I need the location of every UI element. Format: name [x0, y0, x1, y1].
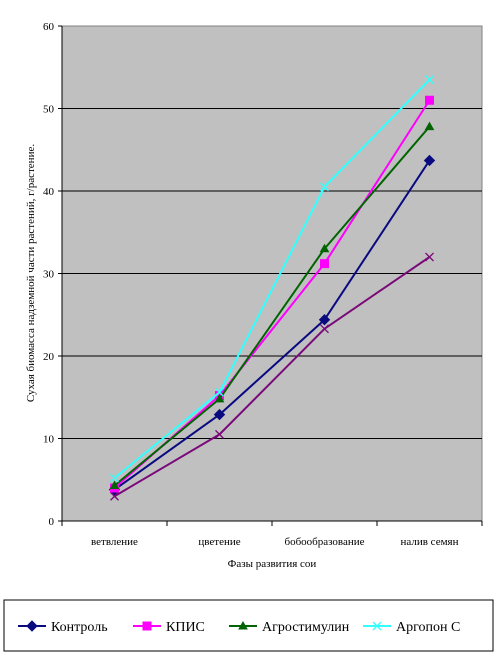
series-line	[113, 78, 431, 479]
legend-item: Контроль	[18, 620, 108, 635]
y-tick-label: 30	[43, 269, 55, 281]
x-axis-title: Фазы развития сои	[228, 558, 317, 570]
series-line	[113, 159, 431, 491]
y-tick-label: 60	[43, 21, 55, 33]
x-tick-label: налив семян	[401, 536, 459, 548]
series-5	[110, 252, 434, 501]
legend-item: Аргопон С	[363, 620, 460, 635]
legend: Контроль КПИС Агростимулин Аргопон С	[3, 599, 494, 652]
legend-marker	[26, 620, 38, 632]
legend-label: Агростимулин	[262, 620, 350, 635]
y-tick-labels: 0 10 20 30 40 50 60	[43, 21, 62, 528]
data-point-marker	[320, 324, 329, 334]
data-point-marker	[214, 393, 225, 403]
data-point-marker	[109, 480, 120, 490]
data-point-marker	[319, 243, 330, 253]
data-point-marker	[423, 154, 436, 167]
data-point-marker	[425, 252, 434, 262]
series-3	[109, 121, 435, 490]
legend-label: Аргопон С	[396, 620, 460, 635]
data-point-marker	[424, 121, 435, 131]
x-tick-labels: ветвление цветение бобообразование налив се…	[61, 521, 483, 548]
legend-item: КПИС	[133, 620, 205, 635]
x-tick-label: бобообразование	[284, 536, 364, 548]
data-point-marker	[318, 313, 331, 326]
legend-label: Контроль	[51, 620, 108, 635]
data-point-marker	[215, 387, 224, 397]
series-4	[110, 75, 434, 483]
y-tick-label: 20	[43, 351, 55, 363]
series-layer	[108, 75, 436, 501]
data-point-marker	[425, 75, 434, 85]
data-point-marker	[320, 259, 329, 269]
series-line	[113, 256, 431, 498]
y-tick-label: 50	[43, 104, 55, 116]
y-tick-label: 0	[49, 516, 55, 528]
gridlines	[62, 108, 482, 439]
y-axis-title: Сухая биомасса надземной части растений,…	[25, 144, 37, 402]
data-point-marker	[215, 429, 224, 439]
legend-item: Агростимулин	[229, 620, 350, 635]
data-point-marker	[110, 473, 119, 483]
series-line	[113, 125, 431, 487]
x-tick-label: цветение	[198, 536, 240, 548]
y-tick-label: 10	[43, 434, 55, 446]
legend-marker	[142, 621, 152, 631]
legend-marker	[372, 621, 382, 631]
data-point-marker	[425, 95, 434, 105]
data-point-marker	[213, 408, 226, 421]
legend-items: Контроль КПИС Агростимулин Аргопон С	[18, 620, 460, 635]
data-point-marker	[320, 182, 329, 192]
data-point-marker	[110, 491, 119, 501]
x-tick-label: ветвление	[91, 536, 138, 548]
legend-label: КПИС	[166, 620, 205, 635]
legend-marker	[238, 620, 248, 630]
y-tick-label: 40	[43, 186, 55, 198]
